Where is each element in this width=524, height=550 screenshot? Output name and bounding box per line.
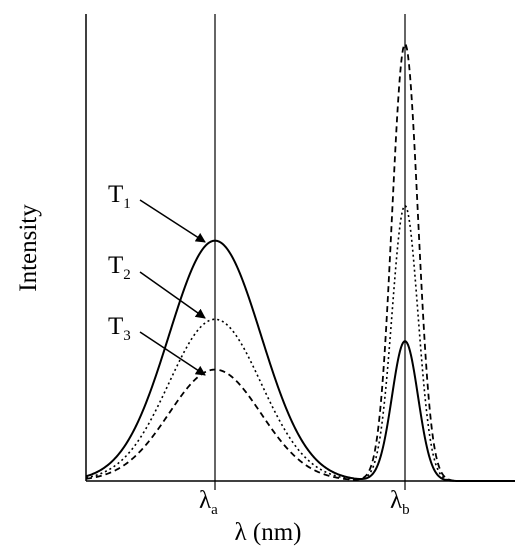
series-line-t2: [85, 204, 515, 482]
series-line-t1: [85, 239, 515, 482]
y-axis-label: Intensity: [15, 204, 42, 292]
series-label-t2: T2: [108, 252, 131, 283]
arrow-t1: [139, 199, 206, 243]
series-line-t3: [85, 42, 515, 482]
series-group: [85, 42, 515, 482]
series-label-t3: T3: [108, 313, 131, 344]
x-axis-label: λ (nm): [235, 519, 302, 546]
arrow-t2: [139, 271, 206, 319]
arrow-t3: [139, 331, 206, 376]
tick-label-lambda-b: λb: [390, 487, 410, 518]
tick-label-lambda-a: λa: [199, 487, 218, 518]
series-label-t1: T1: [108, 181, 131, 212]
